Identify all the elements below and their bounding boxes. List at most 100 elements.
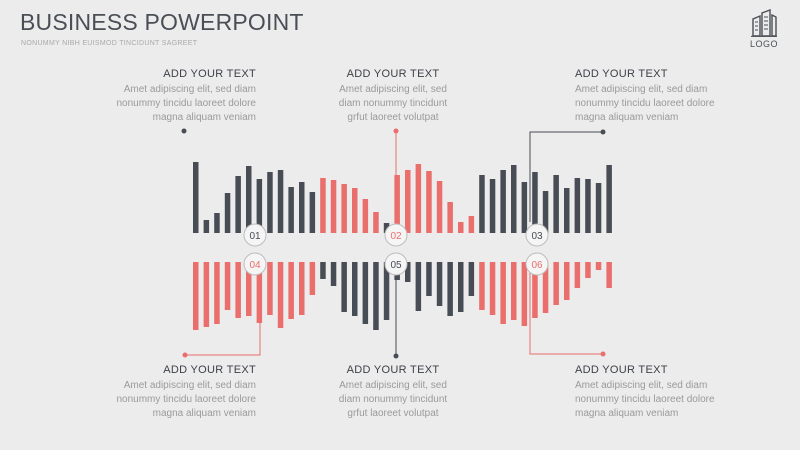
- bottom-bar: [415, 262, 422, 311]
- text-block-line: diam nonummy tincidunt: [338, 98, 448, 109]
- text-block-heading: ADD YOUR TEXT: [575, 364, 668, 376]
- connector-03: [529, 131, 602, 222]
- marker-label: 02: [390, 231, 402, 242]
- text-block-bottom-right: ADD YOUR TEXT Amet adipiscing elit, sed …: [575, 363, 715, 421]
- top-bar: [352, 188, 358, 233]
- connector-dot-06: [600, 351, 606, 357]
- text-block-line: grfut laoreet volutpat: [347, 408, 439, 419]
- connector-dot-03: [600, 129, 606, 135]
- top-bar: [309, 192, 316, 233]
- bottom-bar: [246, 262, 252, 316]
- top-bar: [553, 175, 559, 233]
- bottom-bar: [521, 262, 528, 326]
- slide-subtitle: NONUMMY NIBH EUISMOD TINCIDUNT SAGREET: [21, 40, 198, 47]
- top-bar: [288, 187, 294, 233]
- top-bar: [373, 212, 379, 233]
- top-bar: [489, 179, 496, 233]
- text-block-line: Amet adipiscing elit, sed: [339, 84, 447, 95]
- top-bar: [426, 171, 432, 233]
- connector-04: [186, 270, 261, 356]
- bottom-bar: [532, 262, 538, 318]
- marker-02: 02: [384, 223, 408, 247]
- top-bar: [521, 182, 528, 233]
- bottom-bar: [362, 262, 369, 324]
- text-block-line: nonummy tincidu laoreet dolore: [575, 98, 715, 109]
- bottom-bar: [288, 262, 294, 319]
- slide-title: BUSINESS POWERPOINT: [20, 9, 304, 35]
- bottom-bar: [542, 262, 549, 313]
- top-bar: [595, 183, 602, 233]
- bottom-bar: [256, 262, 263, 323]
- top-bar: [511, 165, 517, 233]
- text-block-heading: ADD YOUR TEXT: [346, 364, 440, 376]
- top-bar: [299, 182, 305, 233]
- top-bar: [532, 172, 538, 233]
- bottom-bar: [511, 262, 517, 320]
- top-bar: [479, 175, 485, 233]
- text-block-line: nonummy tincidu laoreet dolore: [116, 394, 256, 405]
- text-block-top-center: ADD YOUR TEXT Amet adipiscing elit, sed …: [318, 67, 468, 125]
- bottom-bar: [341, 262, 347, 312]
- bottom-bar: [553, 262, 559, 305]
- marker-05: 05: [384, 252, 408, 276]
- top-bar: [224, 193, 231, 233]
- bottom-bar: [383, 262, 390, 320]
- bottom-bar: [606, 262, 612, 288]
- top-bar: [235, 176, 241, 233]
- bottom-bar: [277, 262, 284, 328]
- top-bar: [256, 179, 263, 233]
- bottom-bar: [447, 262, 453, 316]
- text-block-line: Amet adipiscing elit, sed: [339, 380, 447, 391]
- top-bar: [330, 180, 337, 233]
- marker-label: 05: [390, 260, 402, 271]
- bottom-bar: [468, 262, 475, 296]
- bottom-bar: [458, 262, 464, 312]
- marker-label: 03: [531, 231, 543, 242]
- bottom-bar: [193, 262, 199, 330]
- top-bar: [214, 213, 220, 233]
- connector-lines: [181, 128, 606, 359]
- text-block-heading: ADD YOUR TEXT: [346, 68, 440, 80]
- text-block-line: magna aliquam veniam: [575, 408, 679, 419]
- top-bar: [320, 178, 326, 233]
- logo-label: LOGO: [749, 39, 778, 49]
- bottom-bar: [479, 262, 485, 310]
- marker-01: 01: [243, 223, 267, 247]
- bottom-bar: [574, 262, 581, 288]
- bottom-bar: [595, 262, 602, 270]
- top-bar: [405, 170, 411, 233]
- top-bar: [447, 202, 453, 233]
- top-bar: [362, 199, 369, 233]
- text-block-line: Amet adipiscing elit, sed diam: [123, 84, 256, 95]
- marker-06: 06: [525, 252, 549, 276]
- text-block-line: magna aliquam veniam: [152, 112, 256, 123]
- text-block-bottom-left: ADD YOUR TEXT Amet adipiscing elit, sed …: [103, 363, 256, 421]
- bottom-bar: [309, 262, 316, 295]
- bottom-bar: [426, 262, 432, 296]
- text-block-line: Amet adipiscing elit, sed diam: [575, 380, 708, 391]
- marker-label: 04: [249, 260, 261, 271]
- bottom-bar: [214, 262, 220, 324]
- text-block-top-left: ADD YOUR TEXT Amet adipiscing elit, sed …: [103, 67, 256, 125]
- connector-dot-05: [393, 353, 399, 359]
- top-bar: [277, 170, 284, 233]
- marker-03: 03: [525, 223, 549, 247]
- top-bar: [193, 162, 199, 233]
- top-bar: [203, 220, 210, 233]
- top-bar: [394, 175, 400, 233]
- connector-dot-01: [181, 128, 187, 134]
- top-bar: [606, 165, 612, 233]
- bottom-bar-group: [193, 262, 612, 330]
- top-bar: [468, 216, 475, 233]
- connector-06: [529, 272, 602, 355]
- text-block-line: Amet adipiscing elit, sed diam: [575, 84, 708, 95]
- text-block-heading: ADD YOUR TEXT: [163, 364, 256, 376]
- top-bar: [267, 172, 273, 233]
- top-bar: [383, 223, 390, 233]
- bottom-bar: [500, 262, 506, 324]
- top-bar: [585, 179, 591, 233]
- bottom-bar: [405, 262, 411, 282]
- bottom-bar: [330, 262, 337, 286]
- top-bar: [458, 222, 464, 233]
